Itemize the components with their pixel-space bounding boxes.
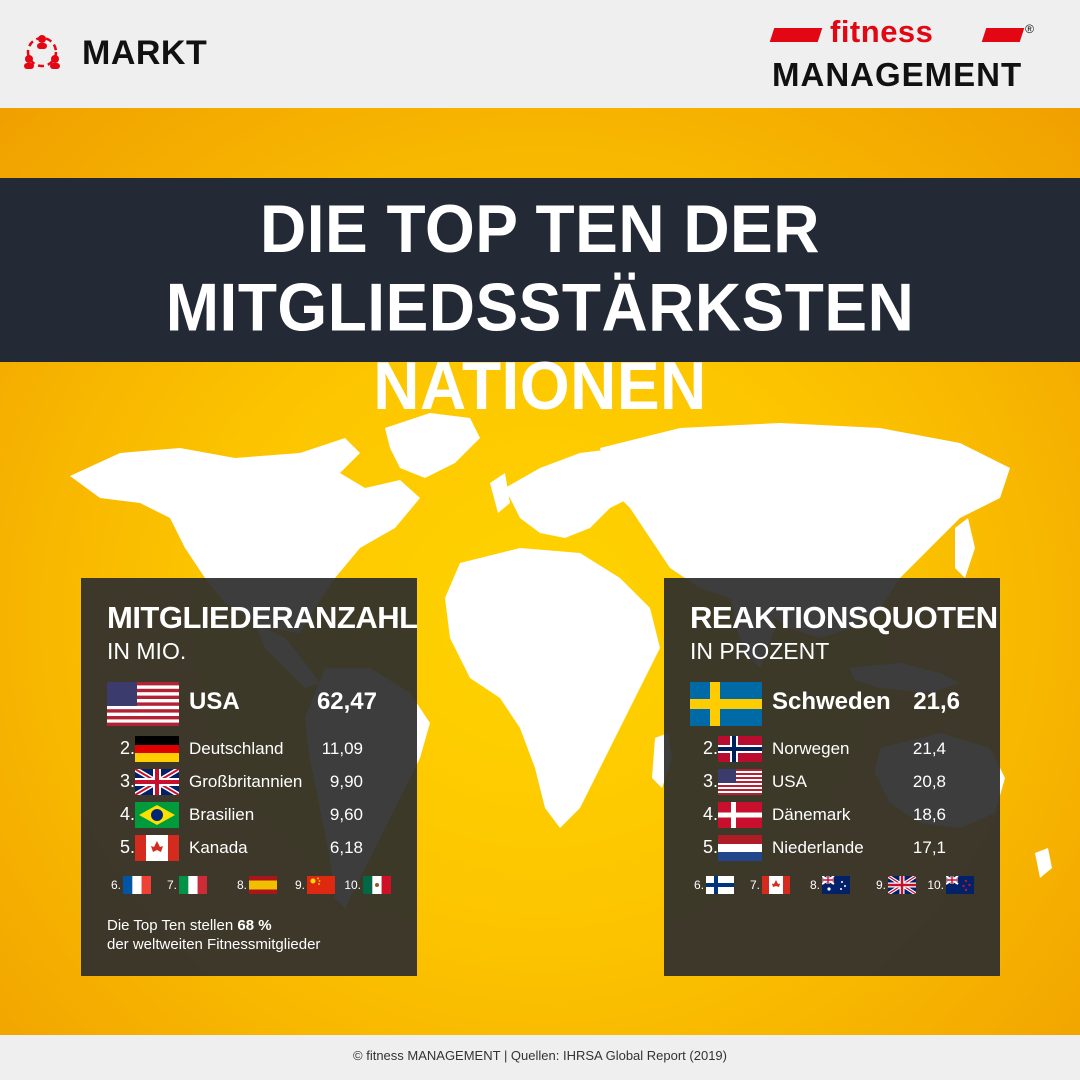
- spain-flag-icon: [249, 876, 277, 894]
- members-row: 4. Brasilien 9,60: [81, 802, 417, 828]
- rank-label: 2.: [119, 738, 135, 758]
- france-flag-icon: [123, 876, 151, 894]
- country-value: 18,6: [912, 805, 946, 824]
- denmark-flag-icon: [718, 802, 762, 828]
- footer-bar: © fitness MANAGEMENT | Quellen: IHRSA Gl…: [0, 1035, 1080, 1080]
- rates-row: 2. Norwegen 21,4: [664, 736, 1000, 762]
- mexico-flag-icon: [363, 876, 391, 894]
- members-leader-value: 62,47: [316, 688, 377, 715]
- market-network-icon: [24, 35, 60, 69]
- logo-management-text: MANAGEMENT: [772, 56, 1023, 93]
- netherlands-flag-icon: [718, 835, 762, 861]
- rank-label: 4.: [702, 804, 718, 824]
- australia-flag-icon: [822, 876, 850, 894]
- rates-row: 4. Dänemark 18,6: [664, 802, 1000, 828]
- members-note: Die Top Ten stellen 68 % der weltweiten …: [107, 916, 320, 954]
- rank-label: 5.: [702, 837, 718, 857]
- usa-flag-icon: [107, 682, 179, 726]
- rank-label: 2.: [702, 738, 718, 758]
- country-value: 21,4: [912, 739, 946, 758]
- new-zealand-flag-icon: [946, 876, 974, 894]
- country-name: Dänemark: [772, 805, 851, 824]
- brazil-flag-icon: [135, 802, 179, 828]
- rank-label: 3.: [119, 771, 135, 791]
- country-name: Großbritannien: [189, 772, 303, 791]
- page-title: DIE TOP TEN DER MITGLIEDSSTÄRKSTEN NATIO…: [0, 189, 1080, 424]
- note-suffix: der weltweiten Fitnessmitglieder: [107, 936, 321, 953]
- finland-flag-icon: [706, 876, 734, 894]
- rates-panel: REAKTIONSQUOTEN IN PROZENT Schweden 21,6…: [664, 578, 1000, 976]
- country-value: 11,09: [321, 739, 363, 758]
- country-name: Deutschland: [189, 739, 284, 758]
- canada-flag-icon: [762, 876, 790, 894]
- members-row: 3. Großbritannien 9,90: [81, 769, 417, 795]
- section-label: MARKT: [82, 34, 208, 72]
- rank-label: 9.: [294, 878, 305, 892]
- title-line-1: DIE TOP TEN DER: [260, 190, 820, 267]
- note-prefix: Die Top Ten stellen: [107, 917, 234, 934]
- rank-label: 5.: [119, 837, 135, 857]
- country-name: Niederlande: [772, 838, 864, 857]
- country-name: Norwegen: [772, 739, 850, 758]
- brand-logo: fitness ® MANAGEMENT: [769, 14, 1034, 96]
- note-percentage: 68 %: [237, 917, 272, 934]
- usa-flag-icon: [718, 769, 762, 795]
- rank-label: 10.: [927, 878, 944, 892]
- rates-leader-name: Schweden: [772, 688, 891, 715]
- country-value: 9,60: [329, 805, 363, 824]
- members-panel: MITGLIEDERANZAHL IN MIO. USA 62,47 2. De…: [81, 578, 418, 976]
- rank-label: 8.: [809, 878, 820, 892]
- members-leader-name: USA: [189, 688, 240, 715]
- members-panel-subtitle: IN MIO.: [107, 638, 187, 664]
- country-value: 9,90: [329, 772, 363, 791]
- country-name: Kanada: [189, 838, 248, 857]
- title-bar: [0, 178, 1080, 362]
- rates-row: 3. USA 20,8: [664, 769, 1000, 795]
- country-name: Brasilien: [189, 805, 255, 824]
- logo-bar-right: [981, 28, 1025, 42]
- members-row: 5. Kanada 6,18: [81, 835, 417, 861]
- title-line-2: MITGLIEDSSTÄRKSTEN NATIONEN: [165, 268, 915, 424]
- germany-flag-icon: [135, 736, 179, 762]
- members-panel-title: MITGLIEDERANZAHL: [107, 600, 418, 635]
- rates-row: 5. Niederlande 17,1: [664, 835, 1000, 861]
- rank-label: 3.: [702, 771, 718, 791]
- rates-leader-value: 21,6: [913, 688, 960, 715]
- rank-label: 6.: [110, 878, 121, 892]
- rank-label: 7.: [749, 878, 760, 892]
- rank-label: 8.: [236, 878, 247, 892]
- uk-flag-icon: [135, 769, 179, 795]
- logo-fitness-text: fitness: [830, 14, 934, 49]
- canada-flag-icon: [135, 835, 179, 861]
- footer-credits: © fitness MANAGEMENT | Quellen: IHRSA Gl…: [353, 1048, 727, 1063]
- rank-label: 9.: [875, 878, 886, 892]
- country-value: 17,1: [912, 838, 946, 857]
- logo-bar-left: [769, 28, 823, 42]
- rank-label: 10.: [344, 878, 361, 892]
- rates-panel-title: REAKTIONSQUOTEN: [690, 600, 998, 635]
- rank-label: 7.: [166, 878, 177, 892]
- china-flag-icon: [307, 876, 335, 894]
- rank-label: 4.: [119, 804, 135, 824]
- sweden-flag-icon: [690, 682, 762, 726]
- logo-registered-mark: ®: [1025, 22, 1034, 36]
- italy-flag-icon: [179, 876, 207, 894]
- rank-label: 6.: [693, 878, 704, 892]
- rates-panel-subtitle: IN PROZENT: [690, 638, 830, 664]
- uk-flag-icon: [888, 876, 916, 894]
- country-value: 20,8: [912, 772, 946, 791]
- country-value: 6,18: [329, 838, 363, 857]
- members-row: 2. Deutschland 11,09: [81, 736, 417, 762]
- norway-flag-icon: [718, 736, 762, 762]
- country-name: USA: [772, 772, 807, 791]
- header-bar: MARKT fitness ® MANAGEMENT: [0, 0, 1080, 108]
